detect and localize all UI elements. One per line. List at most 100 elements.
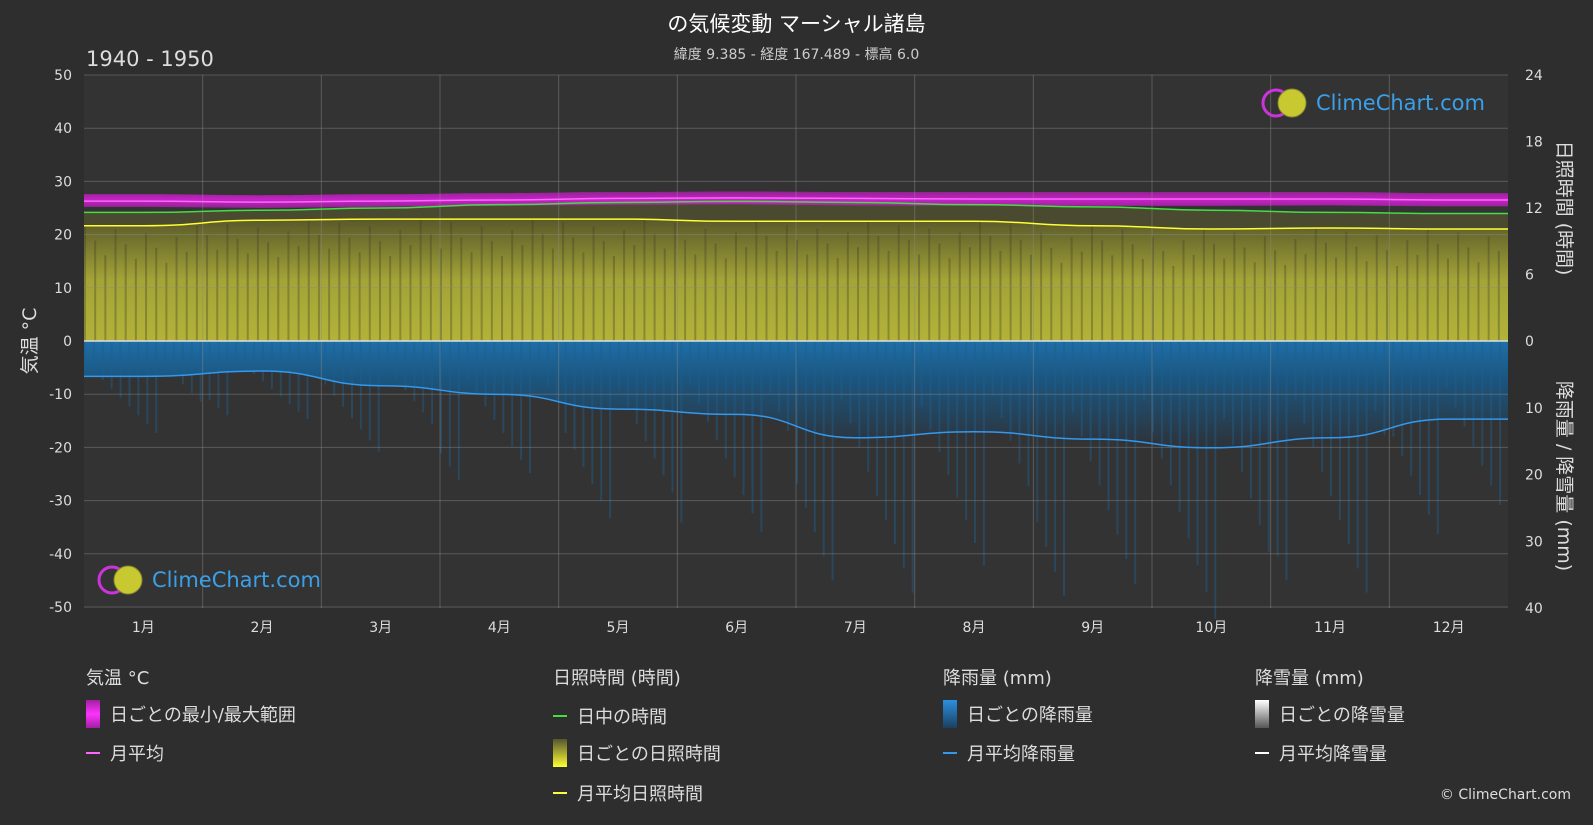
daily-rain-bar <box>1027 341 1030 487</box>
daily-sunshine-bar <box>673 222 676 341</box>
daily-sunshine-bar <box>1202 229 1205 341</box>
legend-item-snow-mean: 月平均降雪量 <box>1255 740 1387 766</box>
month-label: 8月 <box>963 620 986 636</box>
logo-text: ClimeChart.com <box>152 568 321 592</box>
daily-rain-bar <box>1249 341 1252 499</box>
logo-text: ClimeChart.com <box>1316 91 1485 115</box>
daily-rain-bar <box>1490 341 1493 486</box>
daily-sunshine-bar <box>480 226 483 341</box>
daily-rain-bar <box>1410 341 1413 476</box>
daily-rain-bar <box>386 341 389 368</box>
legend-swatch <box>1255 752 1269 754</box>
daily-sunshine-bar <box>1009 224 1012 341</box>
logo-bottom-left: ClimeChart.com <box>96 563 321 597</box>
month-label: 10月 <box>1195 620 1227 636</box>
daily-rain-bar <box>831 341 834 581</box>
daily-sunshine-bar <box>653 233 656 341</box>
daily-rain-bar <box>1036 341 1039 523</box>
daily-sunshine-bar <box>582 252 585 341</box>
daily-rain-bar <box>1071 341 1074 413</box>
daily-sunshine-bar <box>704 228 707 341</box>
daily-sunshine-bar <box>836 258 839 341</box>
daily-rain-bar <box>573 341 576 450</box>
legend-swatch <box>553 715 567 717</box>
daily-rain-bar <box>475 341 478 394</box>
daily-rain-bar <box>1116 341 1119 535</box>
temp-tick-label: -40 <box>49 547 72 563</box>
daily-sunshine-bar <box>877 236 880 341</box>
daily-rain-bar <box>689 341 692 386</box>
daily-sunshine-bar <box>714 243 717 341</box>
sunshine-mean-line <box>84 218 1508 230</box>
daily-rain-bar <box>1134 341 1137 584</box>
daily-sunshine-bar <box>1396 266 1399 341</box>
daily-sunshine-bar <box>1162 251 1165 341</box>
daily-rain-bar <box>235 341 238 360</box>
daily-rain-bar <box>466 341 469 380</box>
temp-tick-label: 20 <box>54 228 72 244</box>
daily-rain-bar <box>911 341 914 593</box>
daily-rain-bar <box>404 341 407 391</box>
daily-sunshine-bar <box>968 247 971 341</box>
month-label: 1月 <box>132 620 155 636</box>
daily-rain-bar <box>680 341 683 523</box>
daily-sunshine-bar <box>1497 251 1500 341</box>
daily-sunshine-bar <box>918 254 921 341</box>
daily-sunshine-bar <box>399 230 402 341</box>
month-label: 11月 <box>1314 620 1346 636</box>
daily-rain-bar <box>938 341 941 453</box>
daily-sunshine-bar <box>195 225 198 341</box>
daily-sunshine-bar <box>521 244 524 341</box>
month-label: 7月 <box>844 620 867 636</box>
daily-rain-bar <box>733 341 736 477</box>
daily-sunshine-bar <box>104 255 107 341</box>
daily-sunshine-bar <box>389 256 392 341</box>
legend-swatch <box>943 752 957 754</box>
daily-rain-bar <box>457 341 460 480</box>
daily-rain-bar <box>1143 341 1146 400</box>
daily-rain-bar <box>1152 341 1154 432</box>
daily-rain-bar <box>1330 341 1332 496</box>
legend-item-sunshine-mean: 月平均日照時間 <box>553 780 703 806</box>
daily-sunshine-bar <box>1274 250 1277 341</box>
daily-sunshine-bar <box>1121 229 1124 341</box>
daily-rain-bar <box>1080 341 1083 437</box>
daily-sunshine-bar <box>826 243 829 341</box>
temp-tick-label: -50 <box>49 600 72 616</box>
daily-rain-bar <box>1347 341 1350 545</box>
daily-rain-bar <box>1196 341 1199 566</box>
daily-rain-bar <box>1472 341 1475 447</box>
daily-rain-bar <box>1392 341 1395 437</box>
sunshine-axis-title: 日照時間 (時間) <box>1553 141 1575 276</box>
daily-rain-bar <box>173 341 175 376</box>
daily-rain-bar <box>1374 341 1377 412</box>
legend-header-snow: 降雪量 (mm) <box>1255 668 1364 689</box>
daily-sunshine-bar <box>1284 264 1287 341</box>
daily-rain-bar <box>270 341 273 390</box>
daily-sunshine-bar <box>846 232 849 341</box>
daily-rain-bar <box>1303 341 1306 424</box>
daily-rain-bar <box>1107 341 1110 511</box>
daily-rain-bar <box>342 341 345 407</box>
daily-sunshine-bar <box>928 228 931 341</box>
daily-sunshine-bar <box>1457 232 1460 341</box>
daily-sunshine-bar <box>623 230 626 341</box>
daily-sunshine-bar <box>958 232 961 341</box>
daily-sunshine-bar <box>857 247 860 341</box>
daily-sunshine-bar <box>612 256 615 341</box>
daily-rain-bar <box>377 341 380 452</box>
daily-sunshine-bar <box>419 219 422 341</box>
legend-item-daylight: 日中の時間 <box>553 703 667 729</box>
daily-sunshine-bar <box>256 227 259 341</box>
sunshine-tick-label: 0 <box>1525 334 1534 350</box>
daily-sunshine-bar <box>287 231 290 341</box>
sunshine-area <box>84 219 1508 341</box>
daily-sunshine-bar <box>694 254 697 341</box>
daily-sunshine-bar <box>1477 262 1480 341</box>
daily-rain-bar <box>591 341 594 484</box>
daily-rain-bar <box>920 341 923 407</box>
legend-header-sun: 日照時間 (時間) <box>553 668 681 689</box>
daily-sunshine-bar <box>1365 261 1368 341</box>
daily-sunshine-bar <box>1304 253 1307 341</box>
daily-sunshine-bar <box>470 252 473 341</box>
